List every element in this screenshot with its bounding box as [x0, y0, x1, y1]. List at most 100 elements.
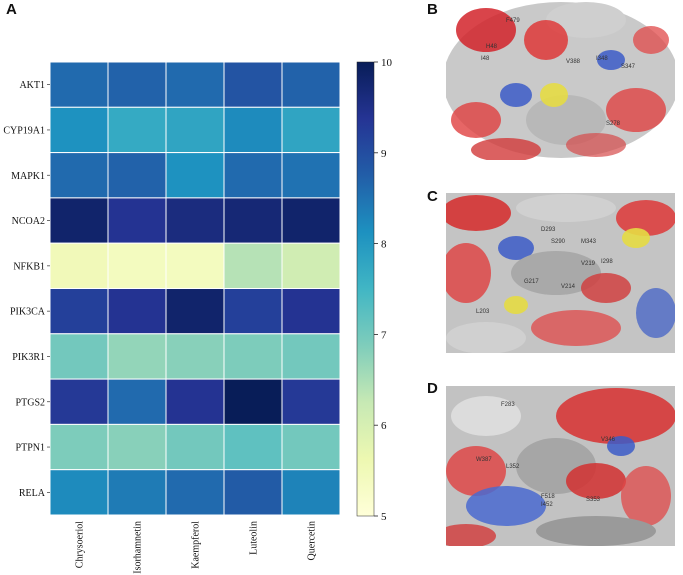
heatmap-chart: AKT1 CYP19A1 MAPK1 NCOA2 NFKB1 PIK3CA PIK3R1 PT… — [3, 57, 393, 574]
column-label: Kaempferol — [191, 521, 202, 569]
heatmap-cell — [107, 197, 167, 244]
heatmap-cell — [165, 288, 225, 335]
column-label: Chrysoeriol — [75, 521, 86, 568]
heatmap-cell — [223, 423, 283, 471]
residue-label: V388 — [566, 59, 581, 65]
colorbar-tick-label: 10 — [381, 57, 393, 69]
row-label: AKT1 — [19, 80, 45, 91]
heatmap-cell — [49, 106, 109, 154]
heatmap-cell — [107, 242, 167, 289]
residue-label: S290 — [551, 239, 566, 245]
heatmap-cell — [49, 333, 109, 380]
heatmap-cell — [223, 469, 283, 516]
heatmap-cell — [49, 469, 109, 516]
heatmap-cell — [223, 197, 283, 244]
heatmap-cell — [107, 469, 167, 516]
residue-label: S353 — [586, 497, 601, 503]
docking-image-b: F479 H48 I48 V388 S347 I348 S278 — [446, 0, 675, 160]
residue-label: F479 — [506, 18, 520, 24]
colorbar-tick-label: 5 — [381, 511, 387, 523]
heatmap-cell — [107, 333, 167, 380]
heatmap-cell — [165, 469, 225, 516]
residue-label: D293 — [541, 227, 556, 233]
heatmap-cell — [165, 197, 225, 244]
row-label: RELA — [19, 488, 46, 499]
heatmap-cell — [49, 61, 109, 108]
docking-image-d: F283 V346 W387 L352 F518 I452 S353 — [446, 386, 675, 546]
heatmap-cell — [107, 423, 167, 471]
heatmap-cell — [281, 197, 341, 244]
heatmap-cell — [281, 61, 341, 108]
panel-a-label: A — [6, 1, 17, 18]
column-label: Quercetin — [307, 521, 318, 560]
heatmap-cell — [223, 378, 283, 425]
heatmap-cell — [49, 197, 109, 244]
residue-label: W387 — [476, 457, 492, 463]
colorbar-tick-label: 8 — [381, 239, 387, 251]
row-label: NCOA2 — [12, 216, 45, 227]
heatmap-cell — [223, 152, 283, 199]
residue-label: F283 — [501, 402, 515, 408]
residue-label: V219 — [581, 261, 596, 267]
residue-label: S278 — [606, 121, 621, 127]
docking-image-c: D293 S290 M343 I298 V219 G217 L203 V214 — [446, 193, 675, 353]
colorbar-tick-label: 9 — [381, 148, 387, 160]
heatmap-cell — [49, 288, 109, 335]
heatmap-cell — [107, 61, 167, 108]
row-label: PTPN1 — [16, 443, 45, 454]
heatmap-cell — [281, 106, 341, 154]
colorbar — [356, 61, 375, 517]
residue-label: H48 — [486, 44, 498, 50]
colorbar-tick-label: 6 — [381, 420, 387, 432]
heatmap-cell — [223, 288, 283, 335]
heatmap-cell — [49, 242, 109, 289]
residue-label: L352 — [506, 464, 520, 470]
heatmap-cell — [165, 61, 225, 108]
heatmap-cell — [165, 378, 225, 425]
row-label: PIK3R1 — [12, 352, 45, 363]
row-label: NFKB1 — [13, 261, 45, 272]
heatmap-cell — [165, 152, 225, 199]
heatmap-cell — [107, 106, 167, 154]
row-label: PIK3CA — [10, 307, 46, 318]
residue-label: V346 — [601, 437, 616, 443]
panel-c-label: C — [427, 188, 438, 205]
heatmap-cell — [107, 288, 167, 335]
heatmap-cell — [223, 242, 283, 289]
residue-label: L203 — [476, 309, 490, 315]
colorbar-tick-label: 7 — [381, 329, 387, 341]
residue-label: V214 — [561, 284, 576, 290]
residue-label: G217 — [524, 279, 539, 285]
residue-label: M343 — [581, 239, 597, 245]
heatmap-cell — [49, 378, 109, 425]
residue-label: F518 — [541, 494, 555, 500]
heatmap-cell — [107, 378, 167, 425]
row-label: MAPK1 — [11, 171, 45, 182]
row-label: PTGS2 — [16, 397, 45, 408]
heatmap-cell — [165, 242, 225, 289]
heatmap-cell — [281, 423, 341, 471]
panel-b-label: B — [427, 1, 438, 18]
heatmap-cell — [281, 242, 341, 289]
heatmap-cell — [281, 152, 341, 199]
residue-label: I48 — [481, 56, 490, 62]
heatmap-cell — [165, 106, 225, 154]
heatmap-cell — [49, 423, 109, 471]
residue-label: I298 — [601, 259, 613, 265]
heatmap-cell — [281, 333, 341, 380]
heatmap-cell — [281, 378, 341, 425]
heatmap-cell — [223, 106, 283, 154]
heatmap-cell — [223, 61, 283, 108]
heatmap-cell — [281, 288, 341, 335]
residue-label: I348 — [596, 56, 608, 62]
column-label: Isorhamnetin — [133, 521, 144, 574]
residue-label: S347 — [621, 64, 636, 70]
row-label: CYP19A1 — [3, 125, 45, 136]
heatmap-cell — [107, 152, 167, 199]
heatmap-cell — [281, 469, 341, 516]
heatmap-cell — [165, 423, 225, 471]
heatmap-cell — [165, 333, 225, 380]
heatmap-cell — [223, 333, 283, 380]
column-label: Luteolin — [249, 521, 260, 555]
heatmap-cell — [49, 152, 109, 199]
